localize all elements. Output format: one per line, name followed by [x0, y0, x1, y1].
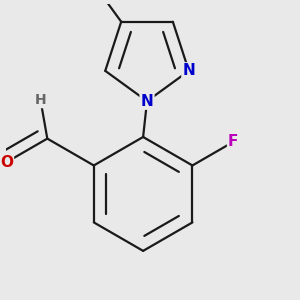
Text: F: F — [228, 134, 238, 149]
Text: N: N — [182, 63, 195, 78]
Text: N: N — [141, 94, 153, 109]
Text: O: O — [0, 155, 13, 170]
Text: H: H — [35, 93, 46, 107]
